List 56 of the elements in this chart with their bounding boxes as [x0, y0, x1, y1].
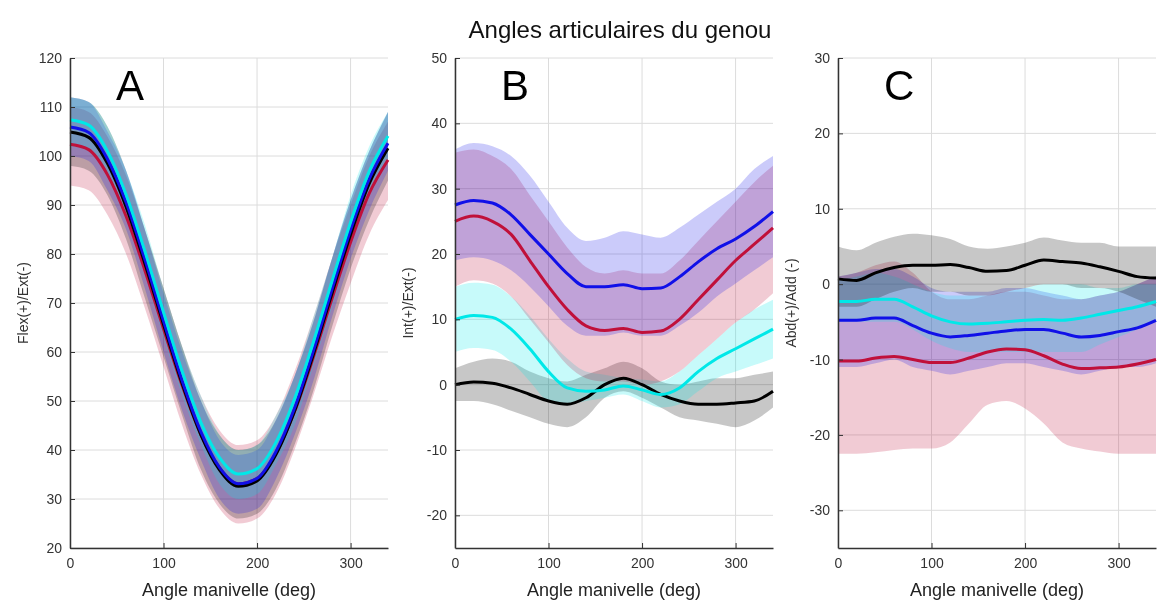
y-tick-label: -20 — [809, 426, 831, 443]
annotation: B — [501, 62, 530, 109]
y-tick-label: 20 — [46, 539, 63, 556]
x-axis-title: Angle manivelle (deg) — [141, 580, 317, 600]
x-tick-label: 300 — [1107, 554, 1131, 571]
chart-title: Angles articulaires du genou — [468, 16, 772, 43]
x-tick-label: 300 — [724, 554, 748, 571]
y-tick-label: 50 — [431, 49, 448, 66]
x-tick-label: 200 — [630, 554, 655, 571]
y-axis-title: Flex(+)/Ext(-) — [15, 261, 31, 345]
x-tick-label: 300 — [339, 554, 363, 571]
y-tick-label: 0 — [822, 276, 831, 293]
y-tick-label: 20 — [814, 125, 831, 142]
y-tick-label: 80 — [46, 245, 63, 262]
x-axis-title: Angle manivelle (deg) — [909, 580, 1085, 600]
y-tick-label: -10 — [426, 441, 448, 458]
x-axis-title: Angle manivelle (deg) — [526, 580, 702, 600]
y-tick-label: 10 — [431, 311, 448, 328]
line-series — [836, 316, 1158, 339]
y-axis-title: Abd(+)/Add (-) — [783, 258, 799, 348]
x-tick-label: 100 — [920, 554, 944, 571]
y-tick-label: 120 — [38, 49, 63, 66]
line-series — [453, 313, 775, 396]
y-tick-label: 20 — [431, 245, 448, 262]
y-tick-label: 30 — [814, 49, 831, 66]
y-axis-title: Int(+)/Ext(-) — [400, 267, 416, 339]
line-series — [836, 297, 1158, 326]
y-tick-label: 90 — [46, 196, 63, 213]
x-tick-label: 100 — [152, 554, 176, 571]
x-tick-label: 200 — [1013, 554, 1038, 571]
y-tick-label: 40 — [46, 441, 63, 458]
x-tick-label: 0 — [834, 554, 843, 571]
y-tick-label: -30 — [809, 502, 831, 519]
line-series — [836, 258, 1158, 282]
y-tick-label: 110 — [39, 98, 63, 115]
x-tick-label: 200 — [245, 554, 270, 571]
y-tick-label: 30 — [46, 490, 63, 507]
y-tick-label: 10 — [814, 200, 831, 217]
line-series — [836, 347, 1158, 371]
line-series — [453, 214, 775, 334]
x-tick-label: 0 — [66, 554, 75, 571]
y-tick-label: 40 — [431, 115, 448, 132]
y-tick-label: 50 — [46, 392, 63, 409]
y-tick-label: 0 — [439, 376, 448, 393]
y-tick-label: 70 — [46, 294, 63, 311]
annotation: A — [116, 62, 145, 109]
y-tick-label: -10 — [809, 351, 831, 368]
y-tick-label: -20 — [426, 507, 448, 524]
line-series — [453, 198, 775, 291]
y-tick-label: 30 — [431, 180, 448, 197]
y-tick-label: 100 — [38, 147, 63, 164]
y-tick-label: 60 — [46, 343, 63, 360]
line-series — [453, 376, 775, 406]
annotation: C — [884, 62, 915, 109]
x-tick-label: 0 — [451, 554, 460, 571]
x-tick-label: 100 — [537, 554, 561, 571]
